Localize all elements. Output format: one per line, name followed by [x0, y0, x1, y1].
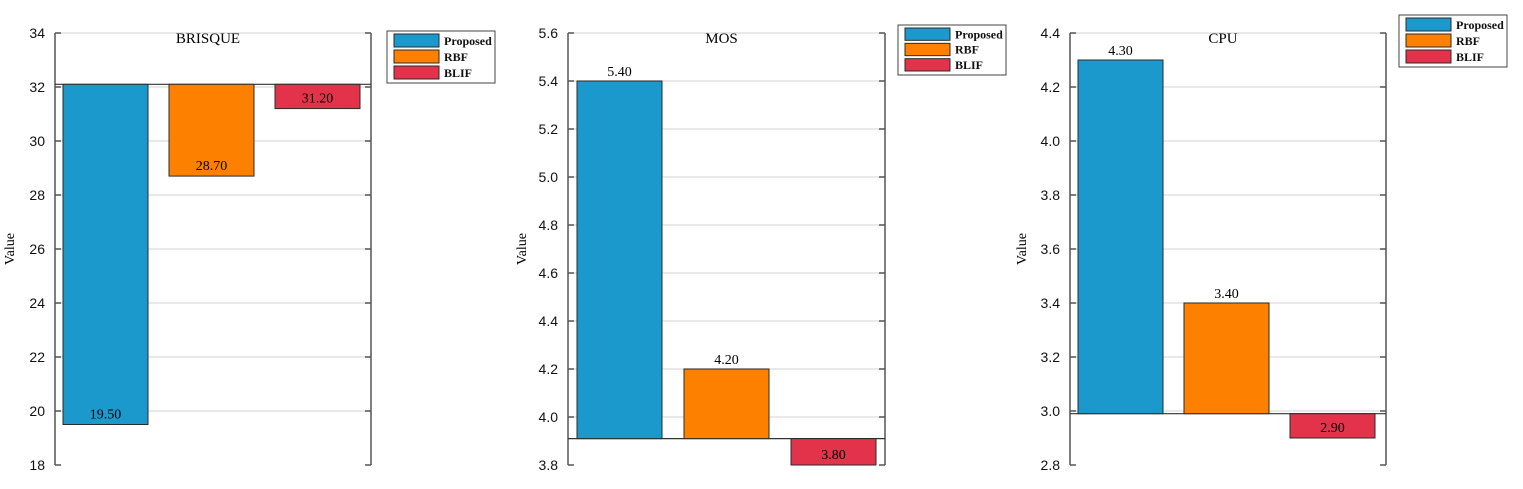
bar-value-label: 19.50	[90, 408, 122, 423]
y-tick-label: 3.6	[1041, 241, 1061, 257]
y-tick-label: 4.8	[539, 217, 559, 233]
bar-rbf	[168, 83, 255, 177]
legend-label: RBF	[1456, 34, 1480, 48]
legend-swatch	[1405, 17, 1452, 32]
chart-cpu: 2.8 3.0 3.2 3.4 3.6 3.8 4.0 4.2 4.4 4.30 3.40 2.90 C…	[1015, 14, 1508, 473]
legend-label: BLIF	[955, 58, 983, 72]
y-tick-label: 3.4	[1041, 295, 1061, 311]
y-tick-label: 5.2	[539, 121, 559, 137]
y-tick-label: 18	[29, 457, 45, 473]
bar-blif	[790, 438, 877, 466]
y-tick-label: 28	[29, 187, 45, 203]
chart-brisque: 18 20 22 24 26 28 30 32 34 19.50 28.70 31.20 BRISQUE…	[3, 25, 496, 473]
chart-title: MOS	[705, 31, 738, 47]
y-tick-label: 4.4	[539, 313, 559, 329]
bar-proposed	[62, 83, 149, 426]
legend-swatch	[904, 58, 951, 72]
y-tick-label: 30	[29, 133, 45, 149]
y-tick-label: 4.0	[1041, 133, 1061, 149]
y-tick-label: 34	[29, 25, 45, 41]
bar-value-label: 3.40	[1214, 287, 1239, 302]
y-tick-label: 3.2	[1041, 349, 1061, 365]
legend-label: BLIF	[1456, 50, 1484, 64]
y-tick-label: 26	[29, 241, 45, 257]
chart-mos: 3.8 4.0 4.2 4.4 4.6 4.8 5.0 5.2 5.4 5.6 5.40 4.20 3.…	[515, 24, 1007, 473]
bar-value-label: 28.70	[196, 159, 228, 174]
bar-blif	[1289, 413, 1376, 439]
y-tick-label: 5.4	[539, 73, 559, 89]
bar-value-label: 4.30	[1108, 44, 1133, 59]
legend-label: BLIF	[444, 66, 472, 80]
y-tick-label: 32	[29, 79, 45, 95]
y-tick-label: 4.6	[539, 265, 559, 281]
y-axis-label: Value	[515, 233, 530, 265]
legend-swatch	[393, 49, 440, 64]
bar-rbf	[683, 368, 770, 440]
bar-rbf	[1183, 302, 1270, 415]
y-tick-label: 24	[29, 295, 45, 311]
y-axis-label: Value	[1015, 233, 1030, 265]
bar-value-label: 31.20	[302, 92, 334, 107]
chart-title: BRISQUE	[176, 31, 240, 47]
y-tick-label: 2.8	[1041, 457, 1061, 473]
bar-value-label: 4.20	[714, 353, 739, 368]
legend: Proposed RBF BLIF	[1398, 14, 1508, 68]
legend-label: Proposed	[444, 34, 492, 48]
legend-swatch	[1405, 33, 1452, 48]
legend-swatch	[393, 65, 440, 80]
bar-value-label: 2.90	[1320, 421, 1345, 436]
y-tick-label: 4.2	[1041, 79, 1061, 95]
y-axis-label: Value	[3, 233, 18, 265]
y-tick-label: 20	[29, 403, 45, 419]
legend-swatch	[904, 27, 951, 41]
y-tick-label: 4.0	[539, 409, 559, 425]
y-tick-label: 3.0	[1041, 403, 1061, 419]
chart-title: CPU	[1208, 31, 1237, 47]
y-tick-label: 3.8	[539, 457, 559, 473]
y-tick-label: 3.8	[1041, 187, 1061, 203]
legend-label: RBF	[955, 43, 979, 57]
y-tick-label: 4.4	[1041, 25, 1061, 41]
legend-label: Proposed	[1456, 18, 1504, 32]
bar-blif	[274, 83, 361, 110]
y-tick-label: 22	[29, 349, 45, 365]
bar-value-label: 3.80	[821, 448, 846, 463]
legend-swatch	[393, 33, 440, 48]
legend-label: Proposed	[955, 27, 1003, 41]
y-tick-label: 4.2	[539, 361, 559, 377]
y-tick-label: 5.0	[539, 169, 559, 185]
bar-value-label: 5.40	[607, 65, 632, 80]
legend-label: RBF	[444, 50, 468, 64]
bar-proposed	[576, 80, 663, 440]
legend-swatch	[904, 42, 951, 57]
y-tick-label: 5.6	[539, 25, 559, 41]
legend: Proposed RBF BLIF	[386, 30, 496, 84]
legend-swatch	[1405, 49, 1452, 64]
bar-proposed	[1077, 59, 1164, 415]
